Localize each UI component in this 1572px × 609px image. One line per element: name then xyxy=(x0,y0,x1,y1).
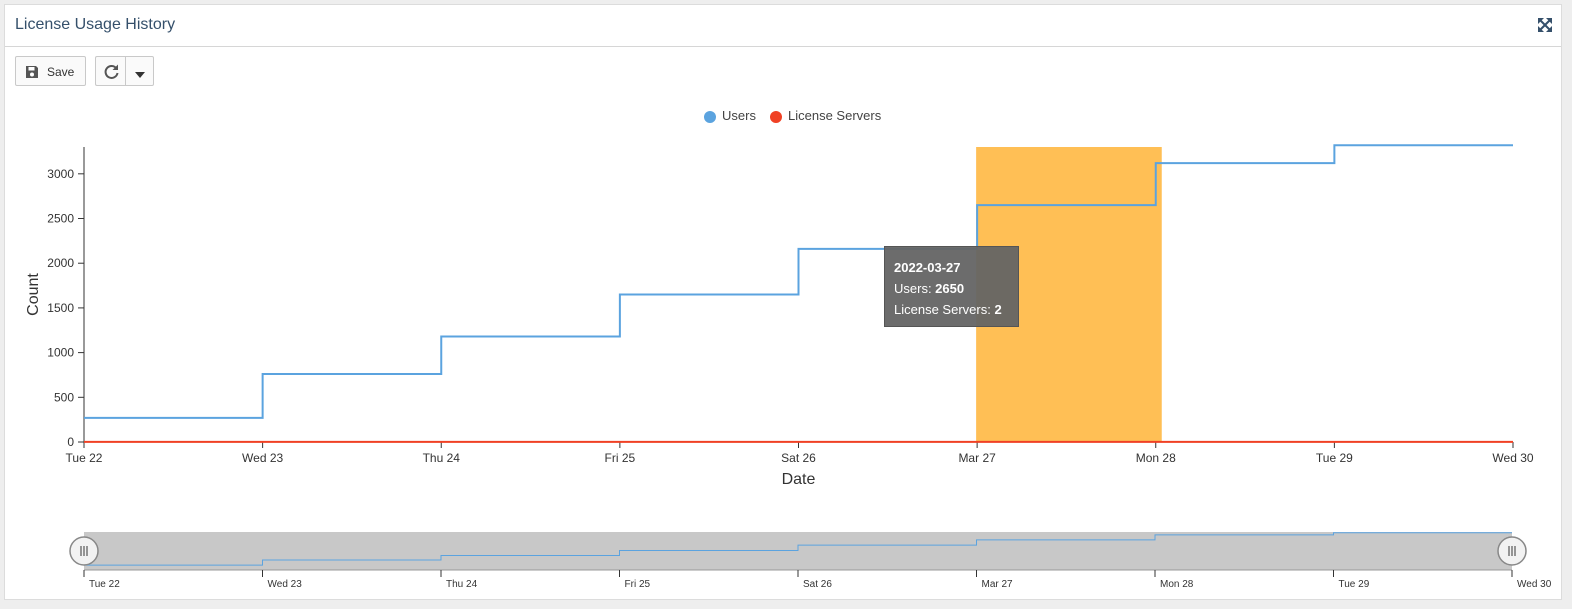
x-tick-label: Sat 26 xyxy=(781,451,816,465)
series-line-users xyxy=(84,144,1513,419)
y-tick-label: 0 xyxy=(67,435,74,449)
x-tick-label: Wed 30 xyxy=(1492,451,1533,465)
navigator-tick-label: Wed 30 xyxy=(1517,579,1552,590)
panel-header: License Usage History xyxy=(5,5,1561,47)
navigator-tick-label: Tue 22 xyxy=(89,579,120,590)
navigator-tick-label: Thu 24 xyxy=(446,579,478,590)
navigator-tick-label: Sat 26 xyxy=(803,579,832,590)
navigator-tick-label: Mon 28 xyxy=(1160,579,1194,590)
x-tick-label: Tue 22 xyxy=(66,451,103,465)
save-label: Save xyxy=(47,65,75,79)
navigator-right-handle[interactable] xyxy=(1497,536,1527,566)
tooltip-users-value: 2650 xyxy=(935,281,965,296)
x-axis-title: Date xyxy=(782,471,816,488)
navigator-series-users xyxy=(84,532,1512,566)
x-tick-label: Thu 24 xyxy=(423,451,461,465)
refresh-options-dropdown[interactable] xyxy=(125,56,154,86)
license-servers-legend-marker xyxy=(770,111,782,123)
x-tick-label: Tue 29 xyxy=(1316,451,1353,465)
y-tick-label: 500 xyxy=(54,390,74,404)
save-button[interactable]: Save xyxy=(15,56,86,86)
refresh-button[interactable] xyxy=(95,56,126,86)
tooltip-date: 2022-03-27 xyxy=(894,260,961,275)
legend-label-users: Users xyxy=(722,108,756,123)
navigator-left-handle[interactable] xyxy=(69,536,99,566)
y-tick-label: 1500 xyxy=(47,301,74,315)
floppy-disk-icon xyxy=(25,65,39,79)
legend-label-license-servers: License Servers xyxy=(788,108,882,123)
caret-down-icon xyxy=(135,68,145,78)
x-tick-label: Mar 27 xyxy=(958,451,996,465)
navigator-tick-label: Fri 25 xyxy=(625,579,651,590)
tooltip-users-label: Users: xyxy=(894,281,936,296)
navigator-tick-label: Tue 29 xyxy=(1339,579,1370,590)
panel-title: License Usage History xyxy=(15,16,176,33)
y-axis-title: Count xyxy=(25,273,42,316)
y-tick-label: 2500 xyxy=(47,212,74,226)
chart-tooltip: 2022-03-27 Users: 2650 License Servers: … xyxy=(884,246,1019,327)
x-tick-label: Mon 28 xyxy=(1136,451,1176,465)
expand-icon[interactable] xyxy=(1537,17,1553,33)
x-tick-label: Wed 23 xyxy=(242,451,283,465)
refresh-icon xyxy=(103,63,120,80)
y-tick-label: 1000 xyxy=(47,346,74,360)
navigator-tick-label: Mar 27 xyxy=(982,579,1014,590)
license-usage-panel: License Usage History xyxy=(4,4,1562,600)
x-tick-label: Fri 25 xyxy=(605,451,636,465)
navigator-tick-label: Wed 23 xyxy=(268,579,303,590)
tooltip-servers-label: License Servers: xyxy=(894,302,995,317)
y-tick-label: 2000 xyxy=(47,256,74,270)
users-legend-marker xyxy=(704,111,716,123)
y-tick-label: 3000 xyxy=(47,167,74,181)
tooltip-servers-value: 2 xyxy=(994,302,1002,317)
